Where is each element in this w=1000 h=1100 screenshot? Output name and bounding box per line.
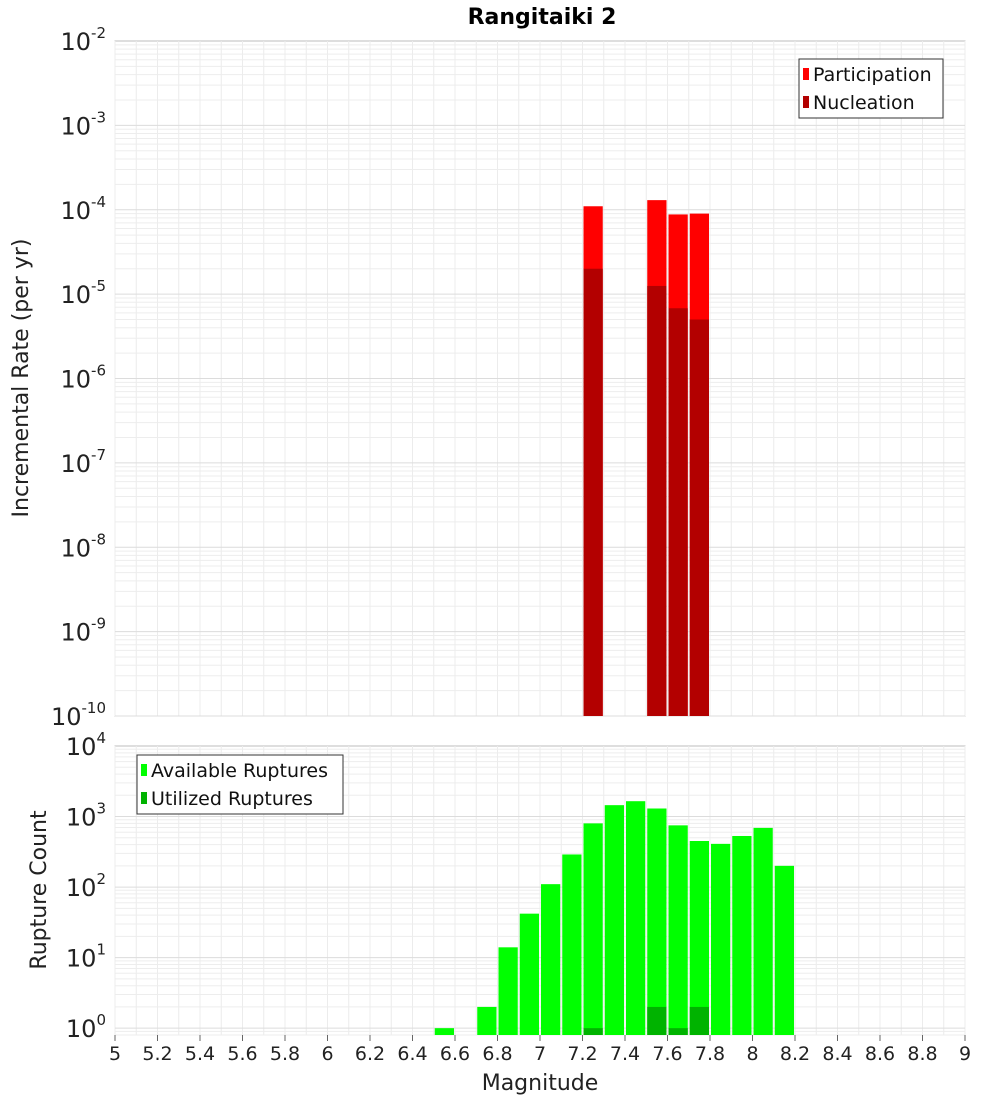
x-tick-label: 5.8 [270,1043,300,1065]
x-tick-label: 5.2 [142,1043,172,1065]
x-tick-label: 6 [321,1043,333,1065]
bar-available-ruptures [668,825,688,1035]
rate-legend: Participation Nucleation [798,58,944,119]
bar-available-ruptures [498,947,518,1035]
legend-swatch [803,96,809,108]
count-legend: Available Ruptures Utilized Ruptures [136,754,344,815]
bar-utilized-ruptures [647,1006,667,1035]
rate-panel: 10-10 10-9 10-8 10-7 10-6 10-5 10-4 10-3 10-2 In… [9,24,966,731]
bar-available-ruptures [774,865,794,1035]
x-ticks: 5 5.2 5.4 5.6 5.8 6 6.2 6.4 6.6 6.8 7 7.2 7.4 7.6 7.8 8… [109,1035,971,1065]
x-tick-label: 7.8 [695,1043,725,1065]
y-tick-label: 101 [66,941,106,973]
bar-available-ruptures [583,823,603,1035]
x-tick-label: 8.2 [780,1043,810,1065]
bar-available-ruptures [626,801,646,1035]
bar-available-ruptures [753,827,773,1035]
x-tick-label: 7.4 [610,1043,640,1065]
y-tick-label: 103 [66,800,106,832]
count-y-ticks: 100 101 102 103 104 [66,729,106,1043]
x-tick-label: 8 [746,1043,758,1065]
y-tick-label: 10-7 [60,446,106,478]
bar-available-ruptures [711,843,731,1035]
y-tick-label: 104 [66,729,106,761]
y-tick-label: 10-8 [60,530,106,562]
bar-available-ruptures [732,835,752,1035]
bar-utilized-ruptures [583,1028,603,1035]
x-tick-label: 6.6 [440,1043,470,1065]
legend-box [798,58,944,119]
y-tick-label: 100 [66,1011,106,1043]
rate-bars [583,200,709,717]
count-y-axis-label: Rupture Count [27,810,52,970]
legend-box [136,754,344,815]
legend-swatch [803,68,809,80]
bar-utilized-ruptures [689,1006,709,1035]
legend-label: Utilized Ruptures [151,788,313,810]
chart-title: Rangitaiki 2 [468,5,617,30]
x-tick-label: 5 [109,1043,121,1065]
bar-available-ruptures [689,841,709,1035]
legend-swatch [141,764,147,776]
y-tick-label: 10-6 [60,362,106,394]
x-tick-label: 6.2 [355,1043,385,1065]
legend-label: Available Ruptures [151,760,328,782]
bar-utilized-ruptures [668,1028,688,1035]
x-tick-label: 8.4 [822,1043,852,1065]
x-tick-label: 7 [534,1043,546,1065]
legend-label: Participation [813,64,932,86]
y-tick-label: 10-5 [60,277,106,309]
y-tick-label: 10-4 [60,193,106,225]
x-axis-label: Magnitude [482,1071,599,1096]
rate-y-axis-label: Incremental Rate (per yr) [9,239,34,518]
y-tick-label: 10-2 [60,24,106,56]
bar-available-ruptures [604,805,624,1035]
bar-nucleation [647,285,667,716]
x-tick-label: 6.4 [397,1043,427,1065]
x-tick-label: 6.8 [482,1043,512,1065]
rate-grid [114,41,966,717]
bar-available-ruptures [541,884,561,1035]
bar-available-ruptures [477,1006,497,1035]
x-tick-label: 5.4 [185,1043,215,1065]
y-tick-label: 102 [66,870,106,902]
legend-swatch [141,792,147,804]
y-tick-label: 10-3 [60,108,106,140]
x-tick-label: 9 [959,1043,971,1065]
x-tick-label: 8.6 [865,1043,895,1065]
legend-label: Nucleation [813,92,915,114]
bar-available-ruptures [562,854,582,1035]
x-tick-label: 8.8 [907,1043,937,1065]
count-bars [434,801,794,1035]
y-tick-label: 10-10 [51,699,106,731]
rate-y-ticks: 10-10 10-9 10-8 10-7 10-6 10-5 10-4 10-3 10-2 [51,24,106,731]
bar-available-ruptures [647,808,667,1035]
bar-available-ruptures [519,913,539,1035]
y-tick-label: 10-9 [60,615,106,647]
x-tick-label: 5.6 [227,1043,257,1065]
x-tick-label: 7.6 [652,1043,682,1065]
x-tick-label: 7.2 [567,1043,597,1065]
bar-nucleation [583,268,603,716]
count-panel: 100 101 102 103 104 5 5.2 5.4 5.6 5.8 6 6.2 6.4 6.6 6… [27,729,971,1096]
bar-nucleation [668,308,688,716]
bar-available-ruptures [434,1028,454,1035]
bar-nucleation [689,319,709,716]
